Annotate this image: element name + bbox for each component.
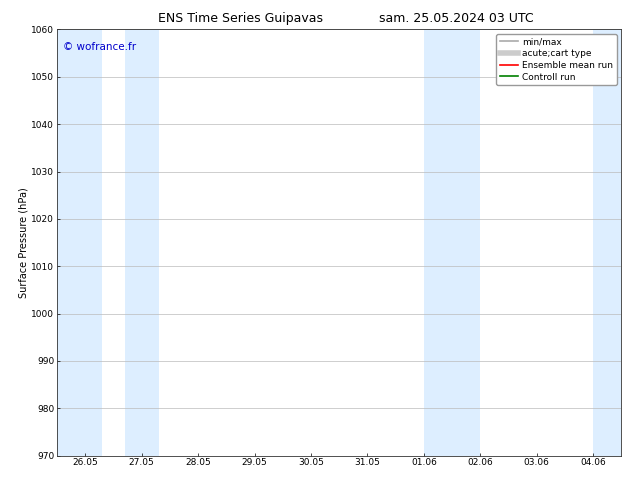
Bar	[424, 29, 481, 456]
Text: © wofrance.fr: © wofrance.fr	[63, 42, 136, 52]
Bar	[57, 29, 102, 456]
Y-axis label: Surface Pressure (hPa): Surface Pressure (hPa)	[18, 187, 29, 298]
Legend: min/max, acute;cart type, Ensemble mean run, Controll run: min/max, acute;cart type, Ensemble mean …	[496, 34, 617, 85]
Text: ENS Time Series Guipavas: ENS Time Series Guipavas	[158, 12, 323, 25]
Bar	[125, 29, 158, 456]
Text: sam. 25.05.2024 03 UTC: sam. 25.05.2024 03 UTC	[379, 12, 534, 25]
Bar	[593, 29, 621, 456]
